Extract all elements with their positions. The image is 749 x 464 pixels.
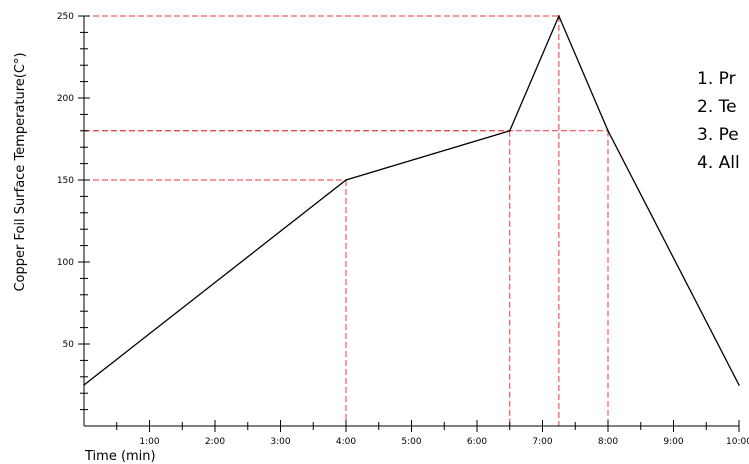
x-axis-title: Time (min) xyxy=(84,449,156,464)
note-2: 2. Te xyxy=(697,97,737,117)
series-point-3 xyxy=(558,15,560,17)
y-tick-label-4: 250 xyxy=(57,12,74,22)
series-point-1 xyxy=(345,179,347,181)
series xyxy=(83,14,740,386)
note-1: 1. Pr xyxy=(697,69,736,89)
series-point-5 xyxy=(738,384,740,386)
ticks: 50 100 150 200 250 1:00 2:00 3:00 4:00 5:00 6:00 7:… xyxy=(57,12,749,447)
x-tick-label-0: 1:00 xyxy=(139,437,159,447)
x-tick-label-2: 3:00 xyxy=(270,437,290,447)
series-point-2 xyxy=(508,130,511,132)
y-tick-label-0: 50 xyxy=(63,340,75,350)
x-tick-label-5: 6:00 xyxy=(467,437,487,447)
axes xyxy=(83,16,739,427)
series-point-4 xyxy=(607,130,609,132)
note-4: 4. All xyxy=(697,153,740,173)
y-tick-label-2: 150 xyxy=(57,176,74,186)
notes: 1. Pr 2. Te 3. Pe 4. All xyxy=(697,69,740,173)
x-tick-label-4: 5:00 xyxy=(401,437,421,447)
y-tick-label-1: 100 xyxy=(57,258,74,268)
reference-lines xyxy=(84,15,609,426)
x-tick-label-8: 9:00 xyxy=(663,437,683,447)
series-line-0 xyxy=(83,14,740,386)
x-tick-label-9: 10:00 xyxy=(726,437,749,447)
y-tick-label-3: 200 xyxy=(57,94,74,104)
x-tick-label-3: 4:00 xyxy=(336,437,356,447)
x-tick-label-6: 7:00 xyxy=(532,437,552,447)
x-tick-label-7: 8:00 xyxy=(598,437,618,447)
x-tick-label-1: 2:00 xyxy=(205,437,225,447)
y-axis-title: Copper Foil Surface Temperature(C°) xyxy=(13,52,28,291)
series-point-0 xyxy=(83,384,85,386)
note-3: 3. Pe xyxy=(697,125,739,145)
